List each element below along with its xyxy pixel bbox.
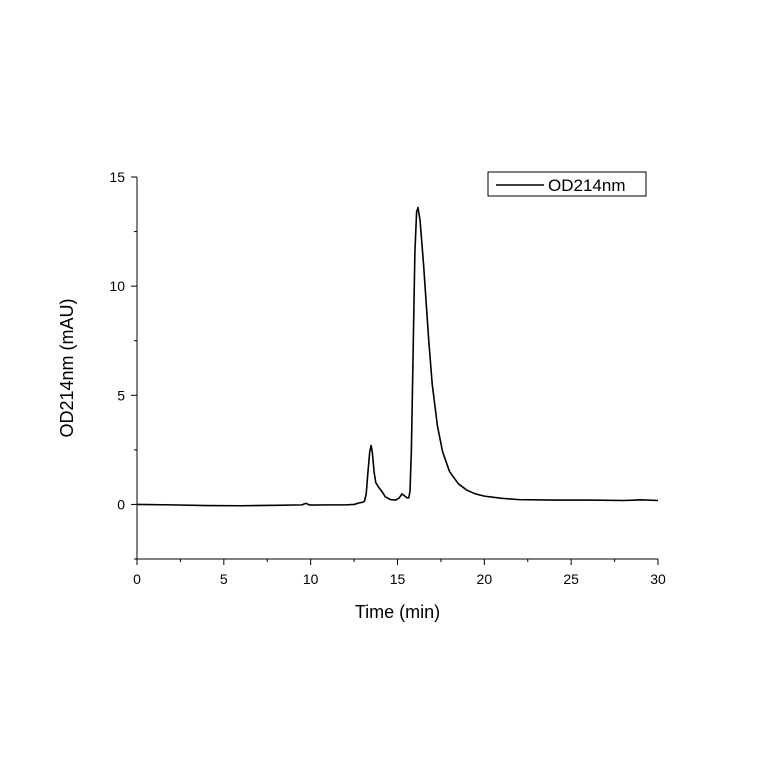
axes [136,177,658,560]
legend-box [487,171,647,197]
legend: OD214nm [487,171,647,197]
x-tick-label: 10 [303,571,319,587]
y-tick-label: 15 [109,169,125,185]
x-tick-label: 5 [220,571,228,587]
x-tick-label: 25 [563,571,579,587]
y-axis-title: OD214nm (mAU) [57,298,77,437]
x-tick-label: 15 [390,571,406,587]
y-ticks: 0 5 10 15 [109,169,137,560]
x-tick-label: 20 [477,571,493,587]
legend-label-od214nm: OD214nm [548,176,625,195]
x-tick-label: 30 [650,571,666,587]
x-ticks: 0 5 10 15 20 25 30 [133,559,666,587]
y-tick-label: 5 [117,387,125,403]
x-tick-label: 0 [133,571,141,587]
y-tick-label: 10 [109,278,125,294]
x-axis-title: Time (min) [355,602,440,622]
series-line-od214nm [136,206,659,507]
y-tick-label: 0 [117,496,125,512]
series-layer [136,206,659,507]
